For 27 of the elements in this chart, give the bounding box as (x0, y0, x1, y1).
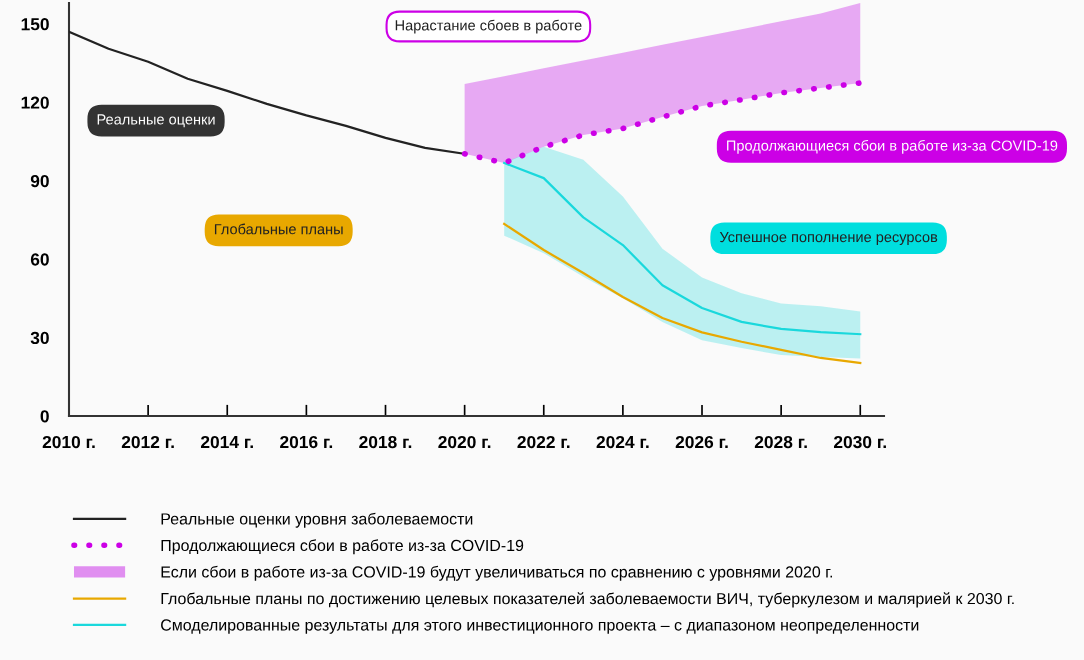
annotation: Нарастание сбоев в работе (395, 19, 582, 34)
annotation: Глобальные планы (214, 223, 343, 235)
y-tick-label: 120 (21, 96, 49, 109)
legend-label: Смоделированные результаты для этого инвестиционного проекта – с диапазоном неопределенности (161, 619, 919, 634)
annotation: Реальные оценки (97, 114, 215, 128)
x-tick-label: 2016 г. (280, 435, 333, 449)
legend-label: Реальные оценки уровня заболеваемости (161, 512, 473, 528)
y-tick-label: 30 (30, 331, 49, 345)
x-tick-label: 2010 г. (42, 435, 95, 449)
x-tick-label: 2028 г. (754, 435, 807, 449)
x-tick-label: 2022 г. (517, 435, 570, 449)
annotation: Продолжающиеся сбои в работе из-за COVID-19 (727, 139, 1058, 154)
y-tick-label: 0 (40, 410, 49, 423)
x-tick-label: 2018 г. (359, 435, 412, 449)
x-tick-label: 2030 г. (833, 435, 886, 449)
annotation: Успешное пополнение ресурсов (719, 231, 938, 246)
x-tick-label: 2012 г. (121, 435, 174, 449)
x-tick-label: 2024 г. (596, 435, 649, 449)
y-tick-label: 60 (30, 253, 49, 266)
legend-label: Если сбои в работе из-за COVID-19 будут увеличиваться по сравнению с уровнями 2020 г. (161, 565, 833, 581)
y-tick-label: 150 (21, 18, 49, 31)
legend-label: Продолжающиеся сбои в работе из-за COVID-19 (161, 539, 524, 555)
x-tick-label: 2014 г. (200, 435, 253, 449)
x-tick-label: 2026 г. (675, 435, 728, 449)
legend-label: Глобальные планы по достижению целевых показателей заболеваемости ВИЧ, туберкулезом и малярией к 2030 г. (161, 592, 1014, 608)
x-tick-label: 2020 г. (438, 435, 491, 449)
y-tick-label: 90 (30, 174, 49, 188)
